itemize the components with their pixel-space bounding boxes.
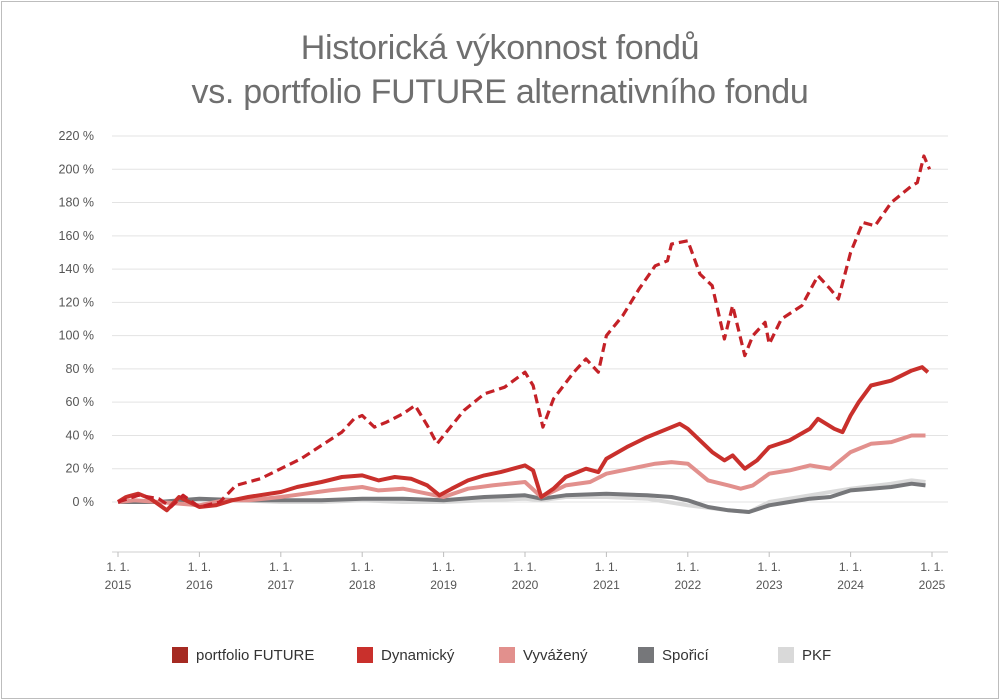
x-tick-day-label: 1. 1.	[758, 560, 781, 574]
legend-swatch	[778, 647, 794, 663]
legend-label: Spořicí	[662, 647, 710, 664]
x-tick-year-label: 2020	[512, 578, 539, 592]
y-tick-label: 160 %	[59, 229, 94, 243]
x-tick-year-label: 2021	[593, 578, 620, 592]
y-tick-label: 120 %	[59, 295, 94, 309]
legend-label: PKF	[802, 647, 831, 664]
series-line-vyv-en	[117, 433, 926, 508]
x-tick-year-label: 2018	[349, 578, 376, 592]
y-tick-label: 20 %	[66, 462, 95, 476]
y-tick-label: 180 %	[59, 196, 94, 210]
chart-title: Historická výkonnost fondů vs. portfolio…	[0, 26, 1000, 114]
x-tick-year-label: 2016	[186, 578, 213, 592]
x-tick-day-label: 1. 1.	[269, 560, 292, 574]
series-line-portfolio-future	[117, 154, 932, 509]
y-tick-label: 220 %	[59, 129, 94, 143]
x-tick-day-label: 1. 1.	[595, 560, 618, 574]
x-tick-year-label: 2023	[756, 578, 783, 592]
series-line-spo-ic	[118, 481, 926, 514]
legend-swatch	[499, 647, 515, 663]
x-tick-year-label: 2024	[837, 578, 864, 592]
x-tick-year-label: 2025	[919, 578, 946, 592]
legend-swatch	[172, 647, 188, 663]
y-tick-label: 80 %	[66, 362, 95, 376]
legend-swatch	[638, 647, 654, 663]
x-tick-day-label: 1. 1.	[920, 560, 943, 574]
series-line-dynamick	[116, 365, 930, 513]
x-tick-year-label: 2017	[267, 578, 294, 592]
legend-swatch	[357, 647, 373, 663]
y-tick-label: 60 %	[66, 395, 95, 409]
legend-label: Vyvážený	[523, 647, 588, 664]
legend-label: Dynamický	[381, 647, 455, 664]
x-tick-day-label: 1. 1.	[351, 560, 374, 574]
y-tick-label: 0 %	[72, 495, 94, 509]
x-tick-year-label: 2022	[674, 578, 701, 592]
chart-title-line-2: vs. portfolio FUTURE alternativního fond…	[191, 73, 809, 111]
y-tick-label: 140 %	[59, 262, 94, 276]
y-tick-label: 40 %	[66, 428, 95, 442]
x-tick-day-label: 1. 1.	[188, 560, 211, 574]
chart-title-line-1: Historická výkonnost fondů	[300, 29, 700, 67]
x-tick-day-label: 1. 1.	[839, 560, 862, 574]
y-tick-label: 200 %	[59, 162, 94, 176]
x-tick-day-label: 1. 1.	[106, 560, 129, 574]
x-tick-year-label: 2019	[430, 578, 457, 592]
y-tick-label: 100 %	[59, 329, 94, 343]
x-tick-day-label: 1. 1.	[676, 560, 699, 574]
x-tick-day-label: 1. 1.	[432, 560, 455, 574]
legend-label: portfolio FUTURE	[196, 647, 314, 664]
x-tick-day-label: 1. 1.	[513, 560, 536, 574]
x-tick-year-label: 2015	[105, 578, 132, 592]
